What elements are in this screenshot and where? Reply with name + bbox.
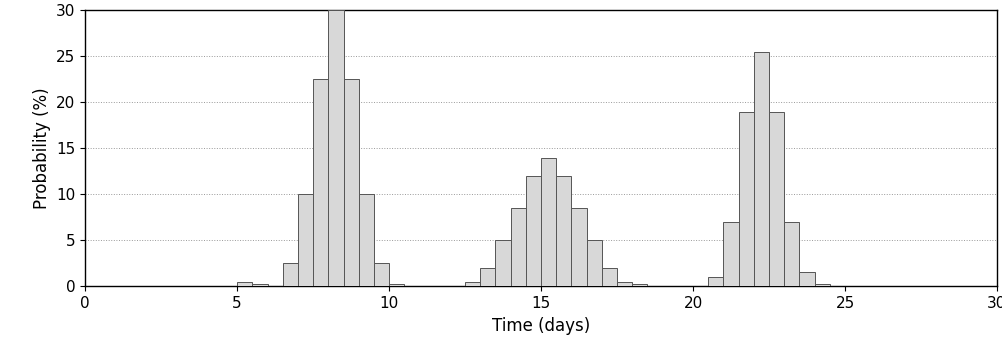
Bar [465, 282, 480, 286]
Bar [359, 194, 374, 286]
Bar [738, 112, 754, 286]
Bar [556, 176, 571, 286]
Bar [253, 285, 268, 286]
Bar [708, 277, 723, 286]
Bar [632, 285, 647, 286]
Bar [511, 208, 526, 286]
Bar [283, 263, 298, 286]
Bar [785, 222, 800, 286]
Bar [237, 282, 253, 286]
Bar [495, 240, 511, 286]
Bar [389, 285, 404, 286]
Bar [374, 263, 389, 286]
Bar [754, 52, 769, 286]
Bar [723, 222, 738, 286]
Bar [526, 176, 541, 286]
Bar [602, 268, 617, 286]
Bar [541, 158, 556, 286]
Y-axis label: Probability (%): Probability (%) [32, 87, 50, 209]
X-axis label: Time (days): Time (days) [492, 316, 590, 335]
Bar [800, 272, 815, 286]
Bar [313, 79, 329, 286]
Bar [480, 268, 495, 286]
Bar [587, 240, 602, 286]
Bar [298, 194, 313, 286]
Bar [769, 112, 785, 286]
Bar [329, 10, 344, 286]
Bar [815, 285, 830, 286]
Bar [344, 79, 359, 286]
Bar [617, 282, 632, 286]
Bar [571, 208, 587, 286]
